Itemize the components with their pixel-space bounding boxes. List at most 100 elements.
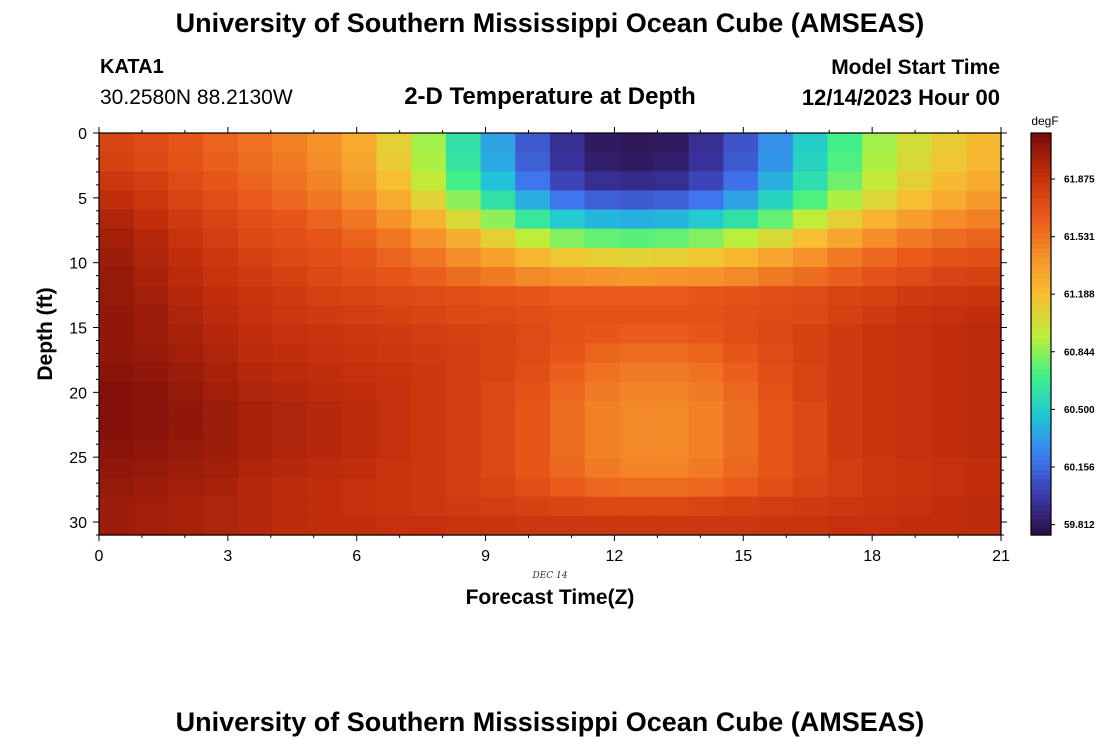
colorbar-segment (1031, 283, 1051, 290)
heat-cell (341, 381, 378, 402)
heat-cell (931, 458, 967, 479)
colorbar-segment (1031, 153, 1051, 159)
heat-cell (341, 477, 378, 498)
heat-cell (896, 381, 933, 402)
colorbar-segment (1031, 494, 1051, 501)
heat-cell (723, 305, 759, 326)
heat-cell (168, 171, 204, 192)
heat-cell (168, 515, 204, 536)
heat-cell (966, 401, 1002, 421)
heat-cell (550, 152, 586, 172)
heat-cell (515, 515, 551, 536)
colorbar-tick-label: 61.531 (1064, 232, 1095, 243)
heat-cell (99, 171, 135, 192)
heat-cell (792, 477, 829, 498)
heat-cell (237, 190, 274, 211)
y-axis-label: Depth (ft) (34, 287, 57, 380)
heat-cell (99, 324, 135, 345)
heat-cell (550, 133, 586, 153)
colorbar-segment (1031, 489, 1051, 496)
heat-cell (341, 286, 378, 306)
heat-cell (307, 324, 343, 345)
heat-cell (654, 420, 690, 440)
heat-cell (307, 152, 343, 172)
heat-cell (411, 362, 447, 383)
heat-cell (550, 286, 586, 306)
heat-cell (619, 477, 655, 498)
heat-cell (168, 458, 204, 479)
heat-cell (966, 496, 1002, 517)
heat-cell (584, 515, 620, 536)
heat-cell (862, 324, 898, 345)
date-annotation: DEC 14 (532, 571, 568, 581)
heat-cell (931, 420, 967, 440)
heat-cell (584, 381, 620, 402)
heat-cell (133, 420, 169, 440)
colorbar-segment (1031, 143, 1051, 149)
colorbar-tick-label: 60.500 (1064, 405, 1095, 416)
heat-cell (99, 286, 135, 306)
x-tick-label: 18 (863, 548, 881, 565)
heat-cell (411, 209, 447, 230)
heat-cell (827, 305, 863, 326)
heat-cell (133, 305, 169, 326)
heat-cell (654, 190, 690, 211)
colorbar-segment (1031, 514, 1051, 521)
heat-cell (654, 439, 690, 460)
heat-cell (376, 343, 412, 364)
heat-cell (99, 381, 135, 402)
heat-cell (341, 420, 378, 440)
heat-cell (168, 152, 204, 172)
heat-cell (896, 247, 933, 268)
heat-cell (307, 439, 343, 460)
colorbar-segment (1031, 183, 1051, 189)
heat-cell (584, 190, 620, 211)
colorbar-segment (1031, 444, 1051, 451)
heat-cell (862, 209, 898, 230)
heat-cell (584, 286, 620, 306)
heat-cell (480, 152, 516, 172)
y-tick-label: 25 (69, 450, 87, 467)
heat-cell (515, 152, 551, 172)
heat-cell (550, 401, 586, 421)
colorbar-segment (1031, 253, 1051, 260)
heat-cell (341, 515, 378, 536)
heat-cell (411, 343, 447, 364)
heat-cell (376, 458, 412, 479)
colorbar-segment (1031, 248, 1051, 255)
heat-cell (723, 324, 759, 345)
heat-cell (411, 286, 447, 306)
heat-cell (307, 305, 343, 326)
heat-cell (480, 477, 516, 498)
heat-cell (688, 381, 725, 402)
heat-cell (203, 515, 239, 536)
heat-cell (203, 133, 239, 153)
heat-cell (307, 133, 343, 153)
heat-cell (931, 401, 967, 421)
heat-cell (168, 247, 204, 268)
heat-cell (272, 152, 308, 172)
heat-cell (688, 228, 725, 249)
heat-cell (376, 381, 412, 402)
colorbar-segment (1031, 424, 1051, 431)
heat-cell (133, 439, 169, 460)
heat-cell (550, 247, 586, 268)
heat-cell (688, 171, 725, 192)
heat-cell (862, 133, 898, 153)
colorbar-segment (1031, 434, 1051, 441)
heat-cell (133, 228, 169, 249)
heat-cell (896, 152, 933, 172)
heat-cell (688, 324, 725, 345)
heat-cell (619, 190, 655, 211)
heat-cell (862, 267, 898, 287)
heat-cell (411, 152, 447, 172)
colorbar-segment (1031, 273, 1051, 280)
heat-cell (341, 247, 378, 268)
heat-cell (758, 228, 794, 249)
heat-cell (445, 477, 482, 498)
heat-cell (445, 267, 482, 287)
heat-cell (445, 171, 482, 192)
heat-cell (203, 420, 239, 440)
heat-cell (896, 477, 933, 498)
heat-cell (203, 305, 239, 326)
